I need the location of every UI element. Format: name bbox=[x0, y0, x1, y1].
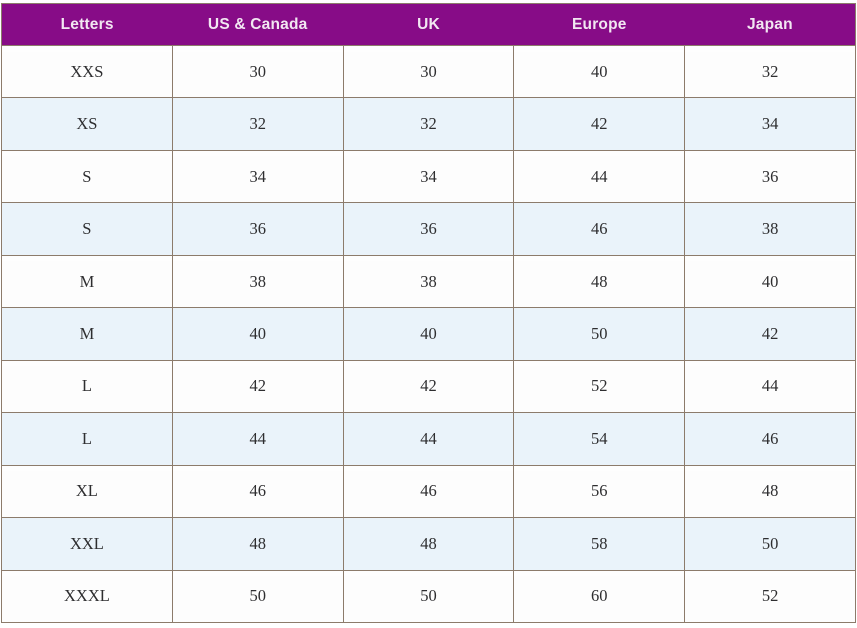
size-value-cell: 40 bbox=[513, 44, 686, 99]
size-value-cell: 50 bbox=[513, 307, 686, 361]
size-value-cell: 56 bbox=[513, 464, 686, 519]
size-value-cell: 34 bbox=[342, 149, 515, 204]
size-letter-cell: L bbox=[1, 412, 173, 466]
size-value-cell: 52 bbox=[513, 359, 686, 414]
size-value-cell: 50 bbox=[684, 517, 856, 571]
table-row: XXS 30 30 40 32 bbox=[1, 44, 856, 99]
size-value-cell: 48 bbox=[342, 517, 515, 571]
table-row: XXXL 50 50 60 52 bbox=[1, 569, 856, 624]
size-value-cell: 30 bbox=[342, 44, 515, 99]
table-row: M 38 38 48 40 bbox=[1, 254, 856, 309]
size-value-cell: 44 bbox=[171, 412, 344, 466]
size-value-cell: 38 bbox=[684, 202, 856, 256]
table-row: L 44 44 54 46 bbox=[1, 412, 856, 466]
table-row: S 34 34 44 36 bbox=[1, 149, 856, 204]
size-letter-cell: S bbox=[1, 149, 173, 204]
size-letter-cell: M bbox=[1, 254, 173, 309]
size-value-cell: 34 bbox=[684, 97, 856, 151]
size-value-cell: 40 bbox=[342, 307, 515, 361]
size-value-cell: 38 bbox=[342, 254, 515, 309]
column-header-us-canada: US & Canada bbox=[172, 3, 344, 46]
size-value-cell: 40 bbox=[171, 307, 344, 361]
size-value-cell: 40 bbox=[684, 254, 856, 309]
size-value-cell: 36 bbox=[684, 149, 856, 204]
size-value-cell: 44 bbox=[342, 412, 515, 466]
size-letter-cell: L bbox=[1, 359, 173, 414]
size-value-cell: 32 bbox=[684, 44, 856, 99]
size-value-cell: 30 bbox=[171, 44, 344, 99]
size-value-cell: 42 bbox=[513, 97, 686, 151]
size-value-cell: 46 bbox=[171, 464, 344, 519]
size-value-cell: 42 bbox=[171, 359, 344, 414]
size-value-cell: 48 bbox=[513, 254, 686, 309]
size-value-cell: 46 bbox=[684, 412, 856, 466]
size-letter-cell: M bbox=[1, 307, 173, 361]
column-header-europe: Europe bbox=[513, 3, 685, 46]
table-body: XXS 30 30 40 32 XS 32 32 42 34 S 34 34 44 36 S 36 36 46 38 M… bbox=[1, 44, 856, 624]
size-value-cell: 44 bbox=[684, 359, 856, 414]
header-row: Letters US & Canada UK Europe Japan bbox=[1, 3, 856, 46]
size-value-cell: 32 bbox=[171, 97, 344, 151]
size-value-cell: 44 bbox=[513, 149, 686, 204]
size-value-cell: 48 bbox=[171, 517, 344, 571]
size-value-cell: 36 bbox=[171, 202, 344, 256]
size-value-cell: 58 bbox=[513, 517, 686, 571]
size-conversion-table: Letters US & Canada UK Europe Japan XXS 30 30 4… bbox=[1, 3, 856, 624]
table-row: S 36 36 46 38 bbox=[1, 202, 856, 256]
size-value-cell: 50 bbox=[171, 569, 344, 624]
size-letter-cell: XL bbox=[1, 464, 173, 519]
size-value-cell: 50 bbox=[342, 569, 515, 624]
size-value-cell: 52 bbox=[684, 569, 856, 624]
table-row: XXL 48 48 58 50 bbox=[1, 517, 856, 571]
size-value-cell: 32 bbox=[342, 97, 515, 151]
size-value-cell: 36 bbox=[342, 202, 515, 256]
size-value-cell: 42 bbox=[684, 307, 856, 361]
size-value-cell: 38 bbox=[171, 254, 344, 309]
table-row: XS 32 32 42 34 bbox=[1, 97, 856, 151]
size-conversion-table-container: Letters US & Canada UK Europe Japan XXS 30 30 4… bbox=[1, 3, 856, 624]
column-header-japan: Japan bbox=[684, 3, 856, 46]
table-row: XL 46 46 56 48 bbox=[1, 464, 856, 519]
table-row: M 40 40 50 42 bbox=[1, 307, 856, 361]
size-value-cell: 54 bbox=[513, 412, 686, 466]
size-letter-cell: XXS bbox=[1, 44, 173, 99]
size-value-cell: 34 bbox=[171, 149, 344, 204]
column-header-uk: UK bbox=[343, 3, 514, 46]
size-value-cell: 60 bbox=[513, 569, 686, 624]
column-header-letters: Letters bbox=[1, 3, 173, 46]
size-value-cell: 42 bbox=[342, 359, 515, 414]
size-letter-cell: S bbox=[1, 202, 173, 256]
table-header: Letters US & Canada UK Europe Japan bbox=[1, 3, 856, 46]
size-letter-cell: XXXL bbox=[1, 569, 173, 624]
size-value-cell: 46 bbox=[342, 464, 515, 519]
size-value-cell: 48 bbox=[684, 464, 856, 519]
size-value-cell: 46 bbox=[513, 202, 686, 256]
table-row: L 42 42 52 44 bbox=[1, 359, 856, 414]
size-letter-cell: XXL bbox=[1, 517, 173, 571]
size-letter-cell: XS bbox=[1, 97, 173, 151]
